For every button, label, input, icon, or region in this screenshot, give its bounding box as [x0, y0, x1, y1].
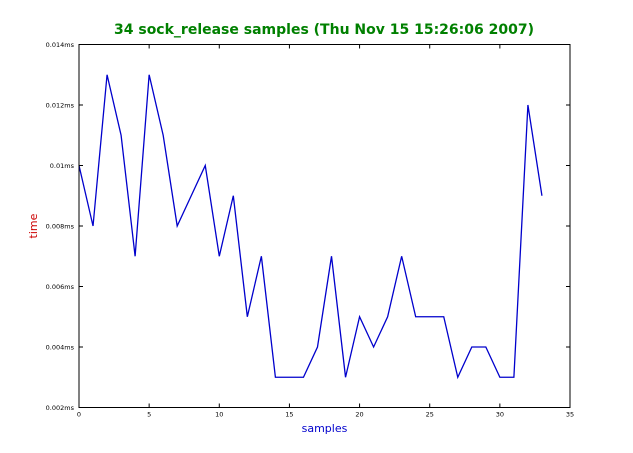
x-tick-label: 5 [147, 411, 151, 419]
x-tick-label: 0 [77, 411, 81, 419]
y-tick-label: 0.008ms [46, 222, 75, 230]
x-tick-label: 20 [355, 411, 363, 419]
axes-frame [78, 44, 571, 408]
y-tick-label: 0.012ms [46, 101, 75, 109]
x-tick-label: 15 [285, 411, 293, 419]
y-tick-label: 0.01ms [50, 162, 75, 170]
x-tick-label: 35 [566, 411, 574, 419]
axis-ticks: 0 5 10 15 20 25 30 35 0.002ms 0.004ms 0.006ms 0.008… [46, 41, 574, 419]
y-axis-label: time [27, 213, 40, 238]
plot-area [78, 74, 543, 380]
x-tick-label: 10 [215, 411, 223, 419]
series-line [78, 74, 543, 380]
x-tick-label: 25 [426, 411, 434, 419]
y-tick-label: 0.004ms [46, 343, 75, 351]
x-axis-label: samples [302, 422, 348, 435]
y-tick-label: 0.002ms [46, 404, 75, 412]
y-tick-label: 0.006ms [46, 283, 75, 291]
chart-title: 34 sock_release samples (Thu Nov 15 15:2… [114, 22, 534, 38]
x-tick-label: 30 [496, 411, 504, 419]
y-tick-label: 0.014ms [46, 41, 75, 49]
